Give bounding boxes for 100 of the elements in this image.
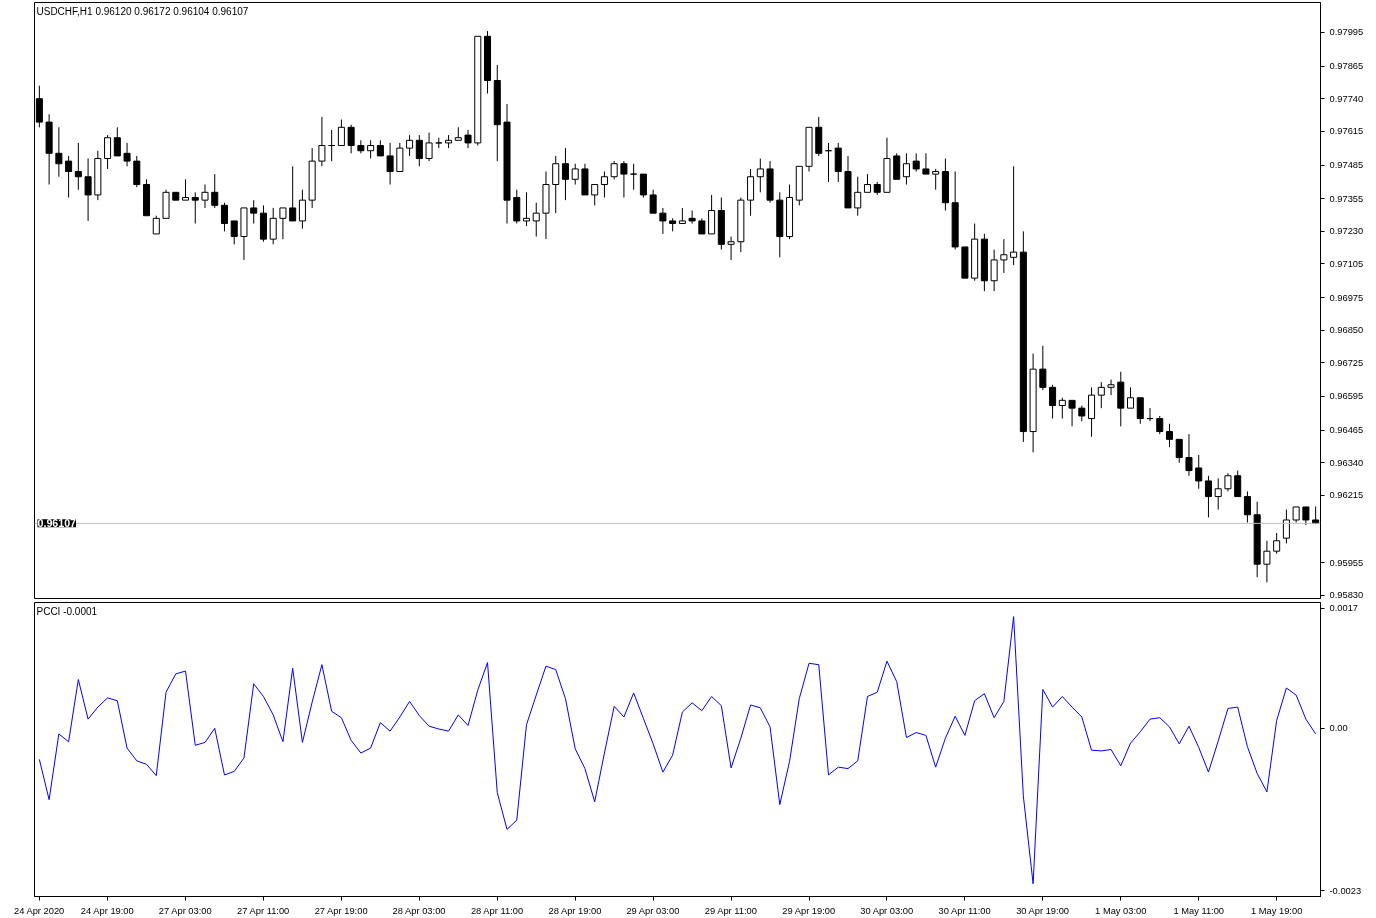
- candlestick: [357, 139, 365, 154]
- candlestick: [912, 152, 920, 173]
- candlestick: [347, 124, 355, 154]
- candlestick: [951, 171, 959, 251]
- x-tick-label: 28 Apr 11:00: [470, 905, 524, 916]
- candlestick: [123, 142, 131, 167]
- candlestick: [571, 163, 579, 186]
- candlestick: [425, 132, 433, 162]
- candlestick: [1224, 472, 1232, 492]
- x-tick-label: 28 Apr 19:00: [548, 905, 602, 916]
- candlestick: [318, 116, 326, 167]
- candlestick: [493, 64, 501, 162]
- candlestick: [815, 116, 823, 157]
- candlestick: [659, 207, 667, 235]
- candlestick: [834, 142, 842, 183]
- candlestick: [211, 173, 219, 209]
- candlestick: [941, 158, 949, 212]
- candlestick: [620, 160, 628, 199]
- candlestick: [561, 147, 569, 201]
- x-tick-label: 24 Apr 19:00: [80, 905, 134, 916]
- candlestick: [873, 181, 881, 196]
- candlestick: [1029, 353, 1037, 453]
- x-tick-label: 27 Apr 03:00: [158, 905, 212, 916]
- candlestick: [1165, 423, 1174, 448]
- candlestick: [1010, 165, 1018, 266]
- y-tick-label: 0.95830: [1329, 590, 1364, 601]
- candlestick: [386, 142, 394, 186]
- candlestick: [503, 103, 511, 225]
- y-tick-label: 0.0017: [1329, 603, 1359, 614]
- x-tick-label: 28 Apr 03:00: [392, 905, 446, 916]
- candlestick: [990, 249, 998, 292]
- candlestick: [1088, 386, 1096, 438]
- y-tick-label: 0.97865: [1329, 61, 1364, 72]
- candlestick: [74, 142, 82, 191]
- candlestick: [55, 126, 63, 178]
- chart-title: USDCHF,H1 0.96120 0.96172 0.96104 0.96107: [36, 5, 249, 17]
- candlestick: [1263, 540, 1271, 583]
- y-tick-label: 0.00: [1329, 723, 1348, 734]
- candlestick: [406, 134, 414, 157]
- candlestick: [191, 191, 199, 225]
- x-tick-label: 27 Apr 19:00: [314, 905, 368, 916]
- x-tick-label: 30 Apr 03:00: [860, 905, 914, 916]
- candlestick: [1204, 475, 1212, 518]
- y-tick-label: 0.97615: [1329, 126, 1364, 137]
- candlestick: [1000, 238, 1008, 274]
- candlestick: [65, 155, 73, 199]
- candlestick: [1097, 381, 1105, 409]
- x-tick-label: 27 Apr 11:00: [237, 905, 290, 916]
- y-tick-label: -0.0023: [1329, 885, 1362, 896]
- candlestick: [776, 191, 784, 258]
- candlestick: [484, 30, 492, 95]
- candlestick: [932, 168, 940, 191]
- chart-title: PCCI -0.0001: [36, 605, 98, 617]
- candlestick: [522, 191, 531, 227]
- y-tick-label: 0.96725: [1329, 357, 1364, 368]
- candlestick: [1253, 501, 1261, 578]
- candlestick: [532, 202, 540, 238]
- x-tick-label: 1 May 11:00: [1173, 905, 1225, 916]
- y-tick-label: 0.96975: [1329, 292, 1364, 303]
- y-tick-label: 0.96340: [1329, 457, 1364, 468]
- candlestick: [766, 160, 774, 204]
- candlestick: [367, 139, 375, 160]
- candlestick: [688, 210, 696, 225]
- candlestick: [854, 176, 862, 217]
- candlestick: [756, 158, 764, 193]
- x-tick-label: 24 Apr 2020: [13, 905, 65, 916]
- y-tick-label: 0.96465: [1329, 425, 1364, 436]
- y-tick-label: 0.97995: [1329, 27, 1364, 38]
- candlestick: [1214, 477, 1222, 511]
- candlestick: [513, 189, 521, 225]
- candlestick: [259, 204, 267, 243]
- candlestick: [727, 236, 735, 261]
- y-tick-label: 0.97230: [1329, 226, 1364, 237]
- y-tick-label: 0.97740: [1329, 93, 1364, 104]
- candlestick: [1282, 509, 1290, 544]
- candlestick: [269, 207, 277, 245]
- candlestick: [45, 113, 53, 186]
- candlestick: [902, 152, 910, 186]
- ref-line-label: 0.96107: [37, 517, 77, 530]
- x-tick-label: 29 Apr 11:00: [704, 905, 757, 916]
- y-tick-label: 0.97355: [1329, 193, 1364, 204]
- candlestick: [445, 134, 453, 149]
- y-tick-label: 0.96850: [1329, 325, 1364, 336]
- candlestick: [1273, 532, 1281, 555]
- candlestick: [1039, 345, 1047, 391]
- candlestick: [1243, 490, 1251, 524]
- y-tick-label: 0.97105: [1329, 258, 1364, 269]
- candlestick: [552, 155, 560, 214]
- candlestick: [1019, 230, 1027, 443]
- y-tick-label: 0.96595: [1329, 391, 1364, 402]
- candlestick: [1185, 433, 1193, 477]
- candlestick: [84, 158, 92, 222]
- candlestick: [464, 129, 472, 149]
- candlestick: [308, 147, 316, 209]
- candlestick: [1117, 371, 1125, 427]
- candlestick: [201, 184, 209, 209]
- x-tick-label: 1 May 03:00: [1095, 905, 1147, 916]
- x-tick-label: 30 Apr 19:00: [1016, 905, 1070, 916]
- candlestick: [298, 189, 306, 230]
- y-tick-label: 0.95955: [1329, 557, 1364, 568]
